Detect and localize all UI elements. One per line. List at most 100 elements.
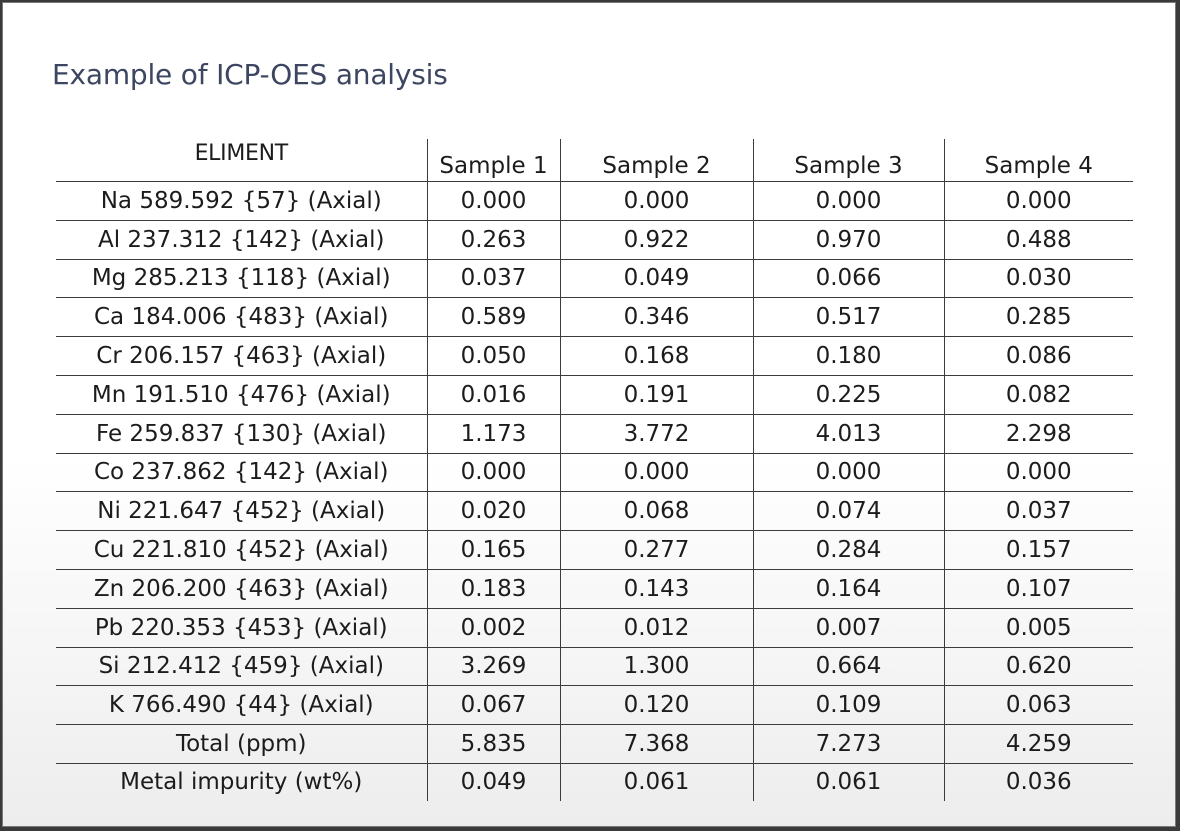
element-cell: Metal impurity (wt%) bbox=[120, 769, 363, 796]
sample-1-cell: 0.002 bbox=[426, 608, 560, 648]
sample-3-cell: 0.225 bbox=[752, 375, 944, 415]
header-sample-2: Sample 2 bbox=[559, 139, 753, 182]
sample-3-cell: 0.066 bbox=[752, 259, 944, 299]
sample-1-cell: 0.183 bbox=[426, 569, 560, 609]
sample-1-cell: 0.050 bbox=[426, 336, 560, 376]
element-cell: K 766.490 {44} (Axial) bbox=[56, 685, 427, 726]
sample-4-cell: 0.082 bbox=[943, 375, 1133, 415]
sample-2-cell: 0.191 bbox=[559, 375, 753, 415]
element-cell: Fe 259.837 {130} (Axial) bbox=[56, 414, 427, 454]
sample-2-cell: 0.277 bbox=[559, 530, 753, 570]
sample-1-cell: 0.165 bbox=[426, 530, 560, 570]
sample-4-cell: 0.005 bbox=[943, 608, 1133, 648]
sample-4-cell: 0.036 bbox=[943, 763, 1133, 801]
table-row: Si 212.412 {459} (Axial) 3.269 1.300 0.664 0… bbox=[56, 647, 1133, 687]
sample-4-cell: 0.063 bbox=[943, 685, 1133, 726]
element-cell: Cu 221.810 {452} (Axial) bbox=[56, 530, 427, 570]
sample-1-cell: 0.000 bbox=[426, 453, 560, 493]
header-sample-3: Sample 3 bbox=[752, 139, 944, 182]
page-title: Example of ICP-OES analysis bbox=[52, 58, 448, 91]
sample-1-cell: 1.173 bbox=[426, 414, 560, 454]
element-cell: Mn 191.510 {476} (Axial) bbox=[56, 375, 427, 415]
table-row: Mg 285.213 {118} (Axial) 0.037 0.049 0.066 0… bbox=[56, 259, 1133, 299]
table-row: Na 589.592 {57} (Axial) 0.000 0.000 0.000 0.… bbox=[56, 181, 1133, 221]
element-cell: Mg 285.213 {118} (Axial) bbox=[56, 259, 427, 299]
sample-3-cell: 0.284 bbox=[752, 530, 944, 570]
sample-3-cell: 4.013 bbox=[752, 414, 944, 454]
element-cell: Zn 206.200 {463} (Axial) bbox=[56, 569, 427, 609]
sample-1-cell: 0.000 bbox=[426, 181, 560, 221]
sample-3-cell: 0.164 bbox=[752, 569, 944, 609]
element-cell: Co 237.862 {142} (Axial) bbox=[56, 453, 427, 493]
sample-2-cell: 0.120 bbox=[559, 685, 753, 726]
sample-3-cell: 0.970 bbox=[752, 220, 944, 260]
table-row: Fe 259.837 {130} (Axial) 1.173 3.772 4.013 2… bbox=[56, 414, 1133, 454]
sample-4-cell: 0.000 bbox=[943, 181, 1133, 221]
sample-4-cell: 0.000 bbox=[943, 453, 1133, 493]
sample-3-cell: 7.273 bbox=[752, 724, 944, 764]
table-row: Metal impurity (wt%) 0.049 0.061 0.061 0.036 bbox=[56, 763, 1133, 801]
element-cell: Pb 220.353 {453} (Axial) bbox=[56, 608, 427, 648]
sample-4-cell: 4.259 bbox=[943, 724, 1133, 764]
sample-3-cell: 0.007 bbox=[752, 608, 944, 648]
sample-3-cell: 0.074 bbox=[752, 491, 944, 532]
table-row: Ca 184.006 {483} (Axial) 0.589 0.346 0.517 0… bbox=[56, 297, 1133, 338]
sample-3-cell: 0.000 bbox=[752, 181, 944, 221]
header-sample-4: Sample 4 bbox=[943, 139, 1133, 182]
sample-1-cell: 0.067 bbox=[426, 685, 560, 726]
sample-4-cell: 0.086 bbox=[943, 336, 1133, 376]
sample-1-cell: 3.269 bbox=[426, 647, 560, 687]
sample-4-cell: 0.037 bbox=[943, 491, 1133, 532]
sample-2-cell: 7.368 bbox=[559, 724, 753, 764]
sample-1-cell: 0.020 bbox=[426, 491, 560, 532]
sample-1-cell: 0.016 bbox=[426, 375, 560, 415]
element-cell: Ni 221.647 {452} (Axial) bbox=[56, 491, 427, 532]
table-header: ELIMENT Sample 1 Sample 2 Sample 3 Sampl… bbox=[56, 139, 1133, 182]
sample-4-cell: 2.298 bbox=[943, 414, 1133, 454]
element-cell: Si 212.412 {459} (Axial) bbox=[56, 647, 427, 687]
table-row: Al 237.312 {142} (Axial) 0.263 0.922 0.970 0… bbox=[56, 220, 1133, 260]
table-row: Ni 221.647 {452} (Axial) 0.020 0.068 0.074 0… bbox=[56, 491, 1133, 532]
sample-4-cell: 0.030 bbox=[943, 259, 1133, 299]
sample-2-cell: 0.000 bbox=[559, 181, 753, 221]
sample-4-cell: 0.285 bbox=[943, 297, 1133, 338]
sample-1-cell: 0.037 bbox=[426, 259, 560, 299]
sample-2-cell: 0.922 bbox=[559, 220, 753, 260]
table-row: Zn 206.200 {463} (Axial) 0.183 0.143 0.164 0… bbox=[56, 569, 1133, 609]
element-cell: Al 237.312 {142} (Axial) bbox=[56, 220, 427, 260]
sample-2-cell: 0.061 bbox=[559, 763, 753, 801]
sample-2-cell: 0.168 bbox=[559, 336, 753, 376]
header-sample-1: Sample 1 bbox=[426, 139, 560, 182]
sample-3-cell: 0.664 bbox=[752, 647, 944, 687]
table-row: K 766.490 {44} (Axial) 0.067 0.120 0.109 0.0… bbox=[56, 685, 1133, 726]
table-row: Cu 221.810 {452} (Axial) 0.165 0.277 0.284 0… bbox=[56, 530, 1133, 570]
sample-3-cell: 0.180 bbox=[752, 336, 944, 376]
sample-3-cell: 0.109 bbox=[752, 685, 944, 726]
sample-3-cell: 0.000 bbox=[752, 453, 944, 493]
sample-1-cell: 5.835 bbox=[426, 724, 560, 764]
table-row: Total (ppm) 5.835 7.368 7.273 4.259 bbox=[56, 724, 1133, 764]
table-row: Pb 220.353 {453} (Axial) 0.002 0.012 0.007 0… bbox=[56, 608, 1133, 648]
sample-4-cell: 0.157 bbox=[943, 530, 1133, 570]
element-cell: Na 589.592 {57} (Axial) bbox=[56, 181, 427, 221]
header-element: ELIMENT bbox=[56, 139, 427, 182]
element-cell: Cr 206.157 {463} (Axial) bbox=[56, 336, 427, 376]
sample-3-cell: 0.061 bbox=[752, 763, 944, 801]
sample-2-cell: 0.000 bbox=[559, 453, 753, 493]
table-row: Mn 191.510 {476} (Axial) 0.016 0.191 0.225 0… bbox=[56, 375, 1133, 415]
sample-2-cell: 0.346 bbox=[559, 297, 753, 338]
table-row: Co 237.862 {142} (Axial) 0.000 0.000 0.000 0… bbox=[56, 453, 1133, 493]
sample-4-cell: 0.620 bbox=[943, 647, 1133, 687]
icp-oes-table: ELIMENT Sample 1 Sample 2 Sample 3 Sampl… bbox=[56, 139, 1133, 801]
header-row: ELIMENT Sample 1 Sample 2 Sample 3 Sampl… bbox=[56, 139, 1133, 182]
sample-4-cell: 0.488 bbox=[943, 220, 1133, 260]
sample-1-cell: 0.049 bbox=[426, 763, 560, 801]
sample-4-cell: 0.107 bbox=[943, 569, 1133, 609]
sample-2-cell: 0.068 bbox=[559, 491, 753, 532]
element-cell: Total (ppm) bbox=[56, 724, 427, 764]
sample-3-cell: 0.517 bbox=[752, 297, 944, 338]
sample-1-cell: 0.263 bbox=[426, 220, 560, 260]
sample-2-cell: 3.772 bbox=[559, 414, 753, 454]
sample-2-cell: 0.049 bbox=[559, 259, 753, 299]
